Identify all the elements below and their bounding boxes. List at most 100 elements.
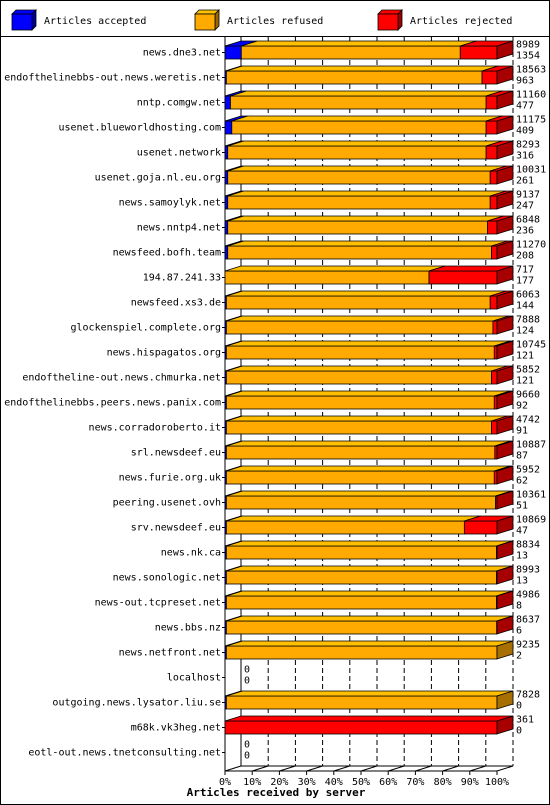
bar-segment	[224, 245, 229, 260]
legend-swatch	[11, 13, 33, 31]
bar-segment	[230, 95, 487, 110]
x-tick-label: 10%	[243, 777, 261, 788]
floor-diagonal	[415, 765, 432, 772]
bar-segment-side	[496, 340, 514, 360]
total-value-label: 5852	[516, 365, 540, 376]
bar-segment	[224, 195, 229, 210]
total-value-label: 9235	[516, 640, 540, 651]
legend-label: Articles rejected	[410, 16, 512, 27]
legend-label: Articles accepted	[44, 16, 146, 27]
floor-diagonal	[279, 765, 296, 772]
total-value-label: 7828	[516, 690, 540, 701]
bar-segment-side	[496, 240, 514, 260]
x-tick-label: 90%	[461, 777, 479, 788]
bar-segment-side	[496, 515, 514, 535]
legend-item: Articles refused	[194, 9, 323, 31]
bar-segment-side	[496, 215, 514, 235]
bar-segment-side	[496, 115, 514, 135]
total-value-label: 11270	[516, 240, 546, 251]
rejected-value-label: 124	[516, 326, 534, 337]
total-value-label: 6063	[516, 290, 540, 301]
bar-segment-top	[226, 615, 513, 622]
bar-segment-top	[227, 165, 507, 172]
x-tick-label: 100%	[485, 777, 509, 788]
total-value-label: 18563	[516, 65, 546, 76]
bar-segment	[225, 595, 497, 610]
floor-diagonal	[360, 765, 378, 772]
total-value-label: 8993	[516, 565, 540, 576]
bar-segment-top	[226, 640, 514, 647]
bar-segment	[493, 395, 498, 410]
bar-segment-side	[496, 615, 514, 635]
bar-segment-side	[496, 690, 514, 710]
bar-segment-top	[230, 90, 503, 97]
bar-segment	[224, 120, 233, 135]
bar-segment-top	[226, 490, 512, 497]
category-label: srv.newsdeef.eu	[131, 523, 221, 534]
legend-label: Articles refused	[227, 16, 323, 27]
bar-segment-top	[226, 390, 511, 397]
bar-segment-side	[496, 265, 514, 285]
bar-segment-top	[226, 590, 513, 597]
rejected-value-label: 247	[516, 201, 534, 212]
bar-segment-top	[226, 415, 508, 422]
bar-segment	[491, 370, 498, 385]
rejected-value-label: 0	[244, 751, 250, 762]
bar-segment-side	[496, 140, 514, 160]
total-value-label: 9660	[516, 390, 540, 401]
category-label: news.nntp4.net	[137, 223, 221, 234]
rejected-value-label: 0	[516, 701, 522, 712]
rejected-value-label: 144	[516, 301, 534, 312]
bar-segment	[459, 45, 498, 60]
rejected-value-label: 0	[244, 676, 250, 687]
x-tick-label: 20%	[270, 777, 288, 788]
bar-segment-side	[496, 415, 514, 435]
floor-diagonal	[442, 765, 459, 772]
bar-segment-top	[226, 65, 499, 72]
bar-segment	[225, 695, 498, 710]
total-value-label: 0	[244, 665, 250, 676]
bar-segment	[485, 120, 498, 135]
bar-segment	[463, 520, 498, 535]
x-tick-label: 70%	[406, 777, 424, 788]
category-label: endofthelinebbs-out.news.weretis.net	[4, 73, 221, 84]
rejected-value-label: 91	[516, 426, 528, 437]
bar-segment	[227, 220, 488, 235]
bar-segment-top	[226, 465, 511, 472]
bar-segment	[227, 195, 491, 210]
category-label: m68k.vk3heg.net	[131, 723, 221, 734]
rejected-value-label: 8	[516, 601, 522, 612]
total-value-label: 11160	[516, 90, 546, 101]
rejected-value-label: 13	[516, 576, 528, 587]
bar-segment-side	[496, 540, 514, 560]
bar-segment-side	[496, 165, 514, 185]
total-value-label: 4742	[516, 415, 540, 426]
category-label: news.sonologic.net	[113, 573, 221, 584]
floor-diagonal	[252, 765, 269, 772]
x-tick-label: 0%	[219, 777, 231, 788]
bar-segment-top	[227, 140, 503, 147]
legend-item: Articles accepted	[11, 9, 146, 31]
legend: Articles accepted Articles refused Article…	[11, 9, 512, 31]
bar-segment	[225, 470, 495, 485]
rejected-value-label: 963	[516, 76, 534, 87]
category-label: usenet.blueworldhosting.com	[58, 123, 221, 134]
rejected-value-label: 62	[516, 476, 528, 487]
x-tick-label: 40%	[325, 777, 343, 788]
x-axis-title: Articles received by server	[187, 786, 366, 799]
total-value-label: 10887	[516, 440, 546, 451]
bar-row: endofthelinebbs.peers.news.panix.com 9660…	[4, 390, 540, 412]
bar-segment	[227, 145, 487, 160]
bar-segment	[492, 320, 498, 335]
floor-diagonal	[333, 765, 350, 772]
category-label: news.furie.org.uk	[119, 473, 221, 484]
bar-segment	[224, 720, 498, 735]
bar-segment	[224, 270, 430, 285]
